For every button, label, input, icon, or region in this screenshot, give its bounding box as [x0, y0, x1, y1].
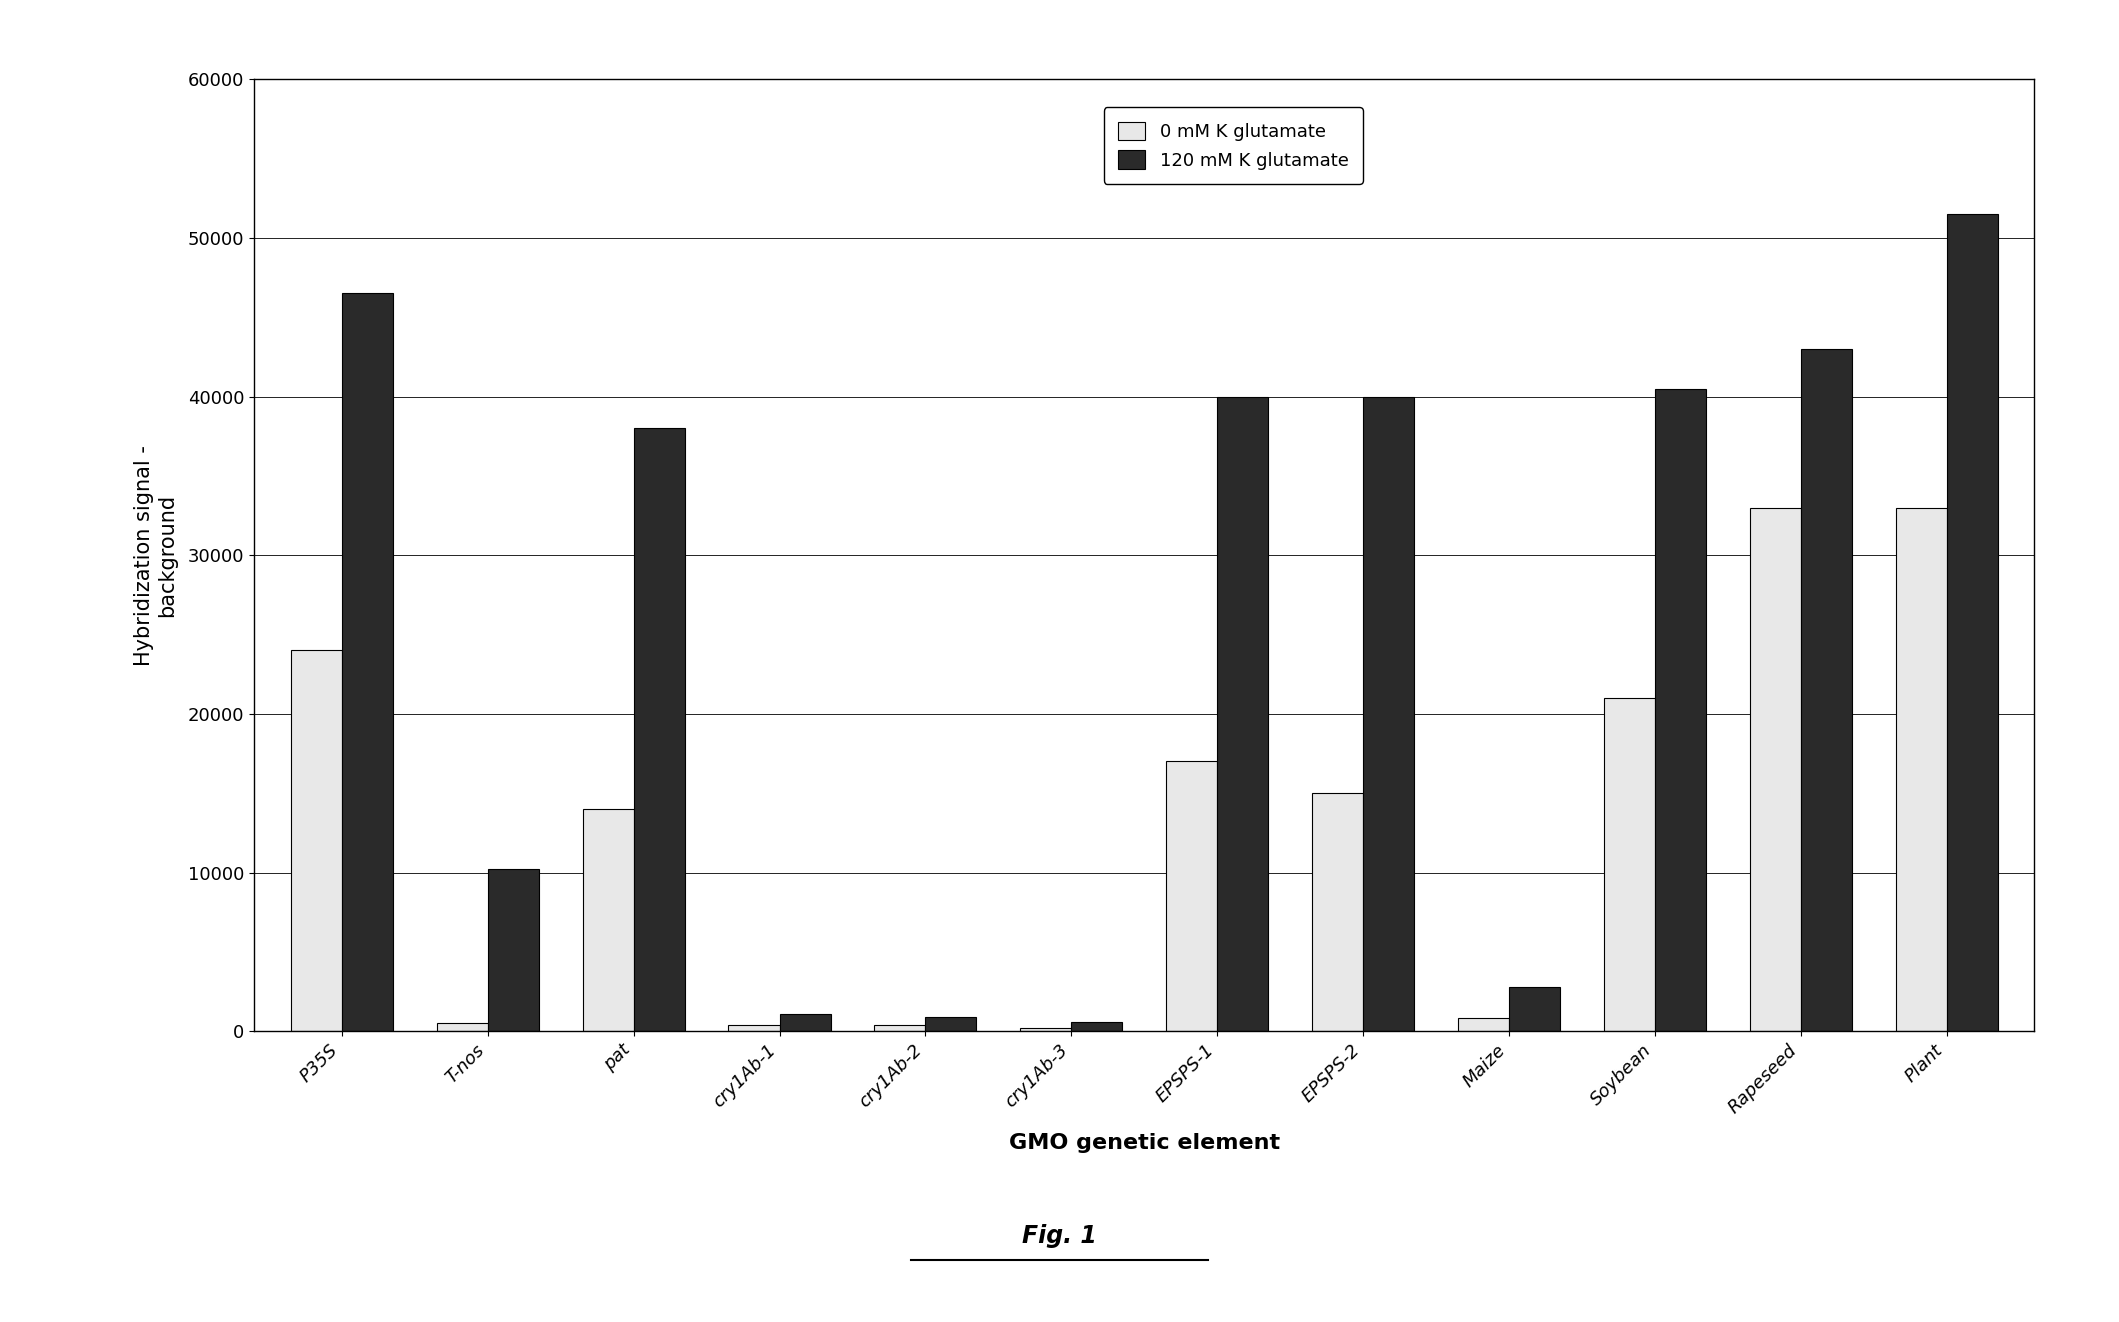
Bar: [437, 1023, 487, 1031]
Bar: [729, 1025, 780, 1031]
Bar: [1604, 698, 1655, 1031]
Bar: [1312, 793, 1363, 1031]
Legend: 0 mM K glutamate, 120 mM K glutamate: 0 mM K glutamate, 120 mM K glutamate: [1104, 107, 1363, 184]
Bar: [634, 428, 684, 1031]
Bar: [1897, 508, 1947, 1031]
Bar: [583, 809, 634, 1031]
Bar: [1165, 761, 1216, 1031]
Bar: [1363, 397, 1413, 1031]
Bar: [1072, 1022, 1123, 1031]
Bar: [1019, 1029, 1072, 1031]
Bar: [487, 870, 538, 1031]
Text: Fig. 1: Fig. 1: [1021, 1224, 1098, 1248]
Bar: [926, 1017, 977, 1031]
Bar: [1216, 397, 1269, 1031]
Bar: [780, 1014, 831, 1031]
Bar: [1750, 508, 1801, 1031]
X-axis label: GMO genetic element: GMO genetic element: [1009, 1133, 1280, 1153]
Bar: [875, 1025, 926, 1031]
Y-axis label: Hybridization signal -
background: Hybridization signal - background: [133, 444, 178, 666]
Bar: [290, 650, 341, 1031]
Bar: [341, 293, 392, 1031]
Bar: [1947, 214, 1998, 1031]
Bar: [1655, 389, 1706, 1031]
Bar: [1509, 986, 1560, 1031]
Bar: [1801, 349, 1852, 1031]
Bar: [1458, 1018, 1509, 1031]
